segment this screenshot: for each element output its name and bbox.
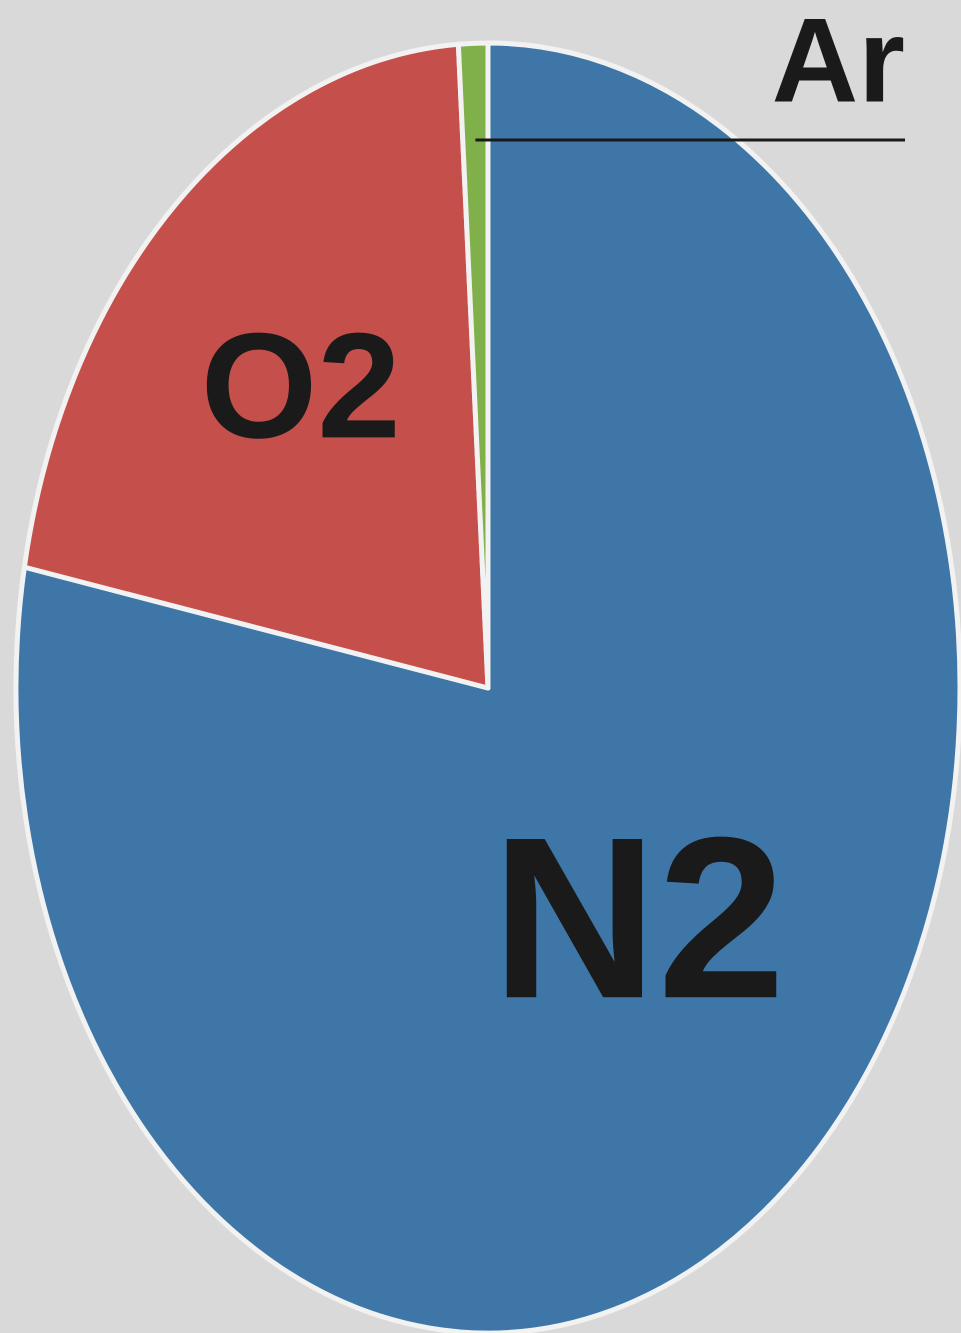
slice-label: Ar <box>772 0 905 128</box>
pie-slice <box>455 40 491 691</box>
slice-label: O2 <box>201 301 401 469</box>
pie-slice <box>21 41 491 691</box>
slice-label: N2 <box>491 789 785 1046</box>
